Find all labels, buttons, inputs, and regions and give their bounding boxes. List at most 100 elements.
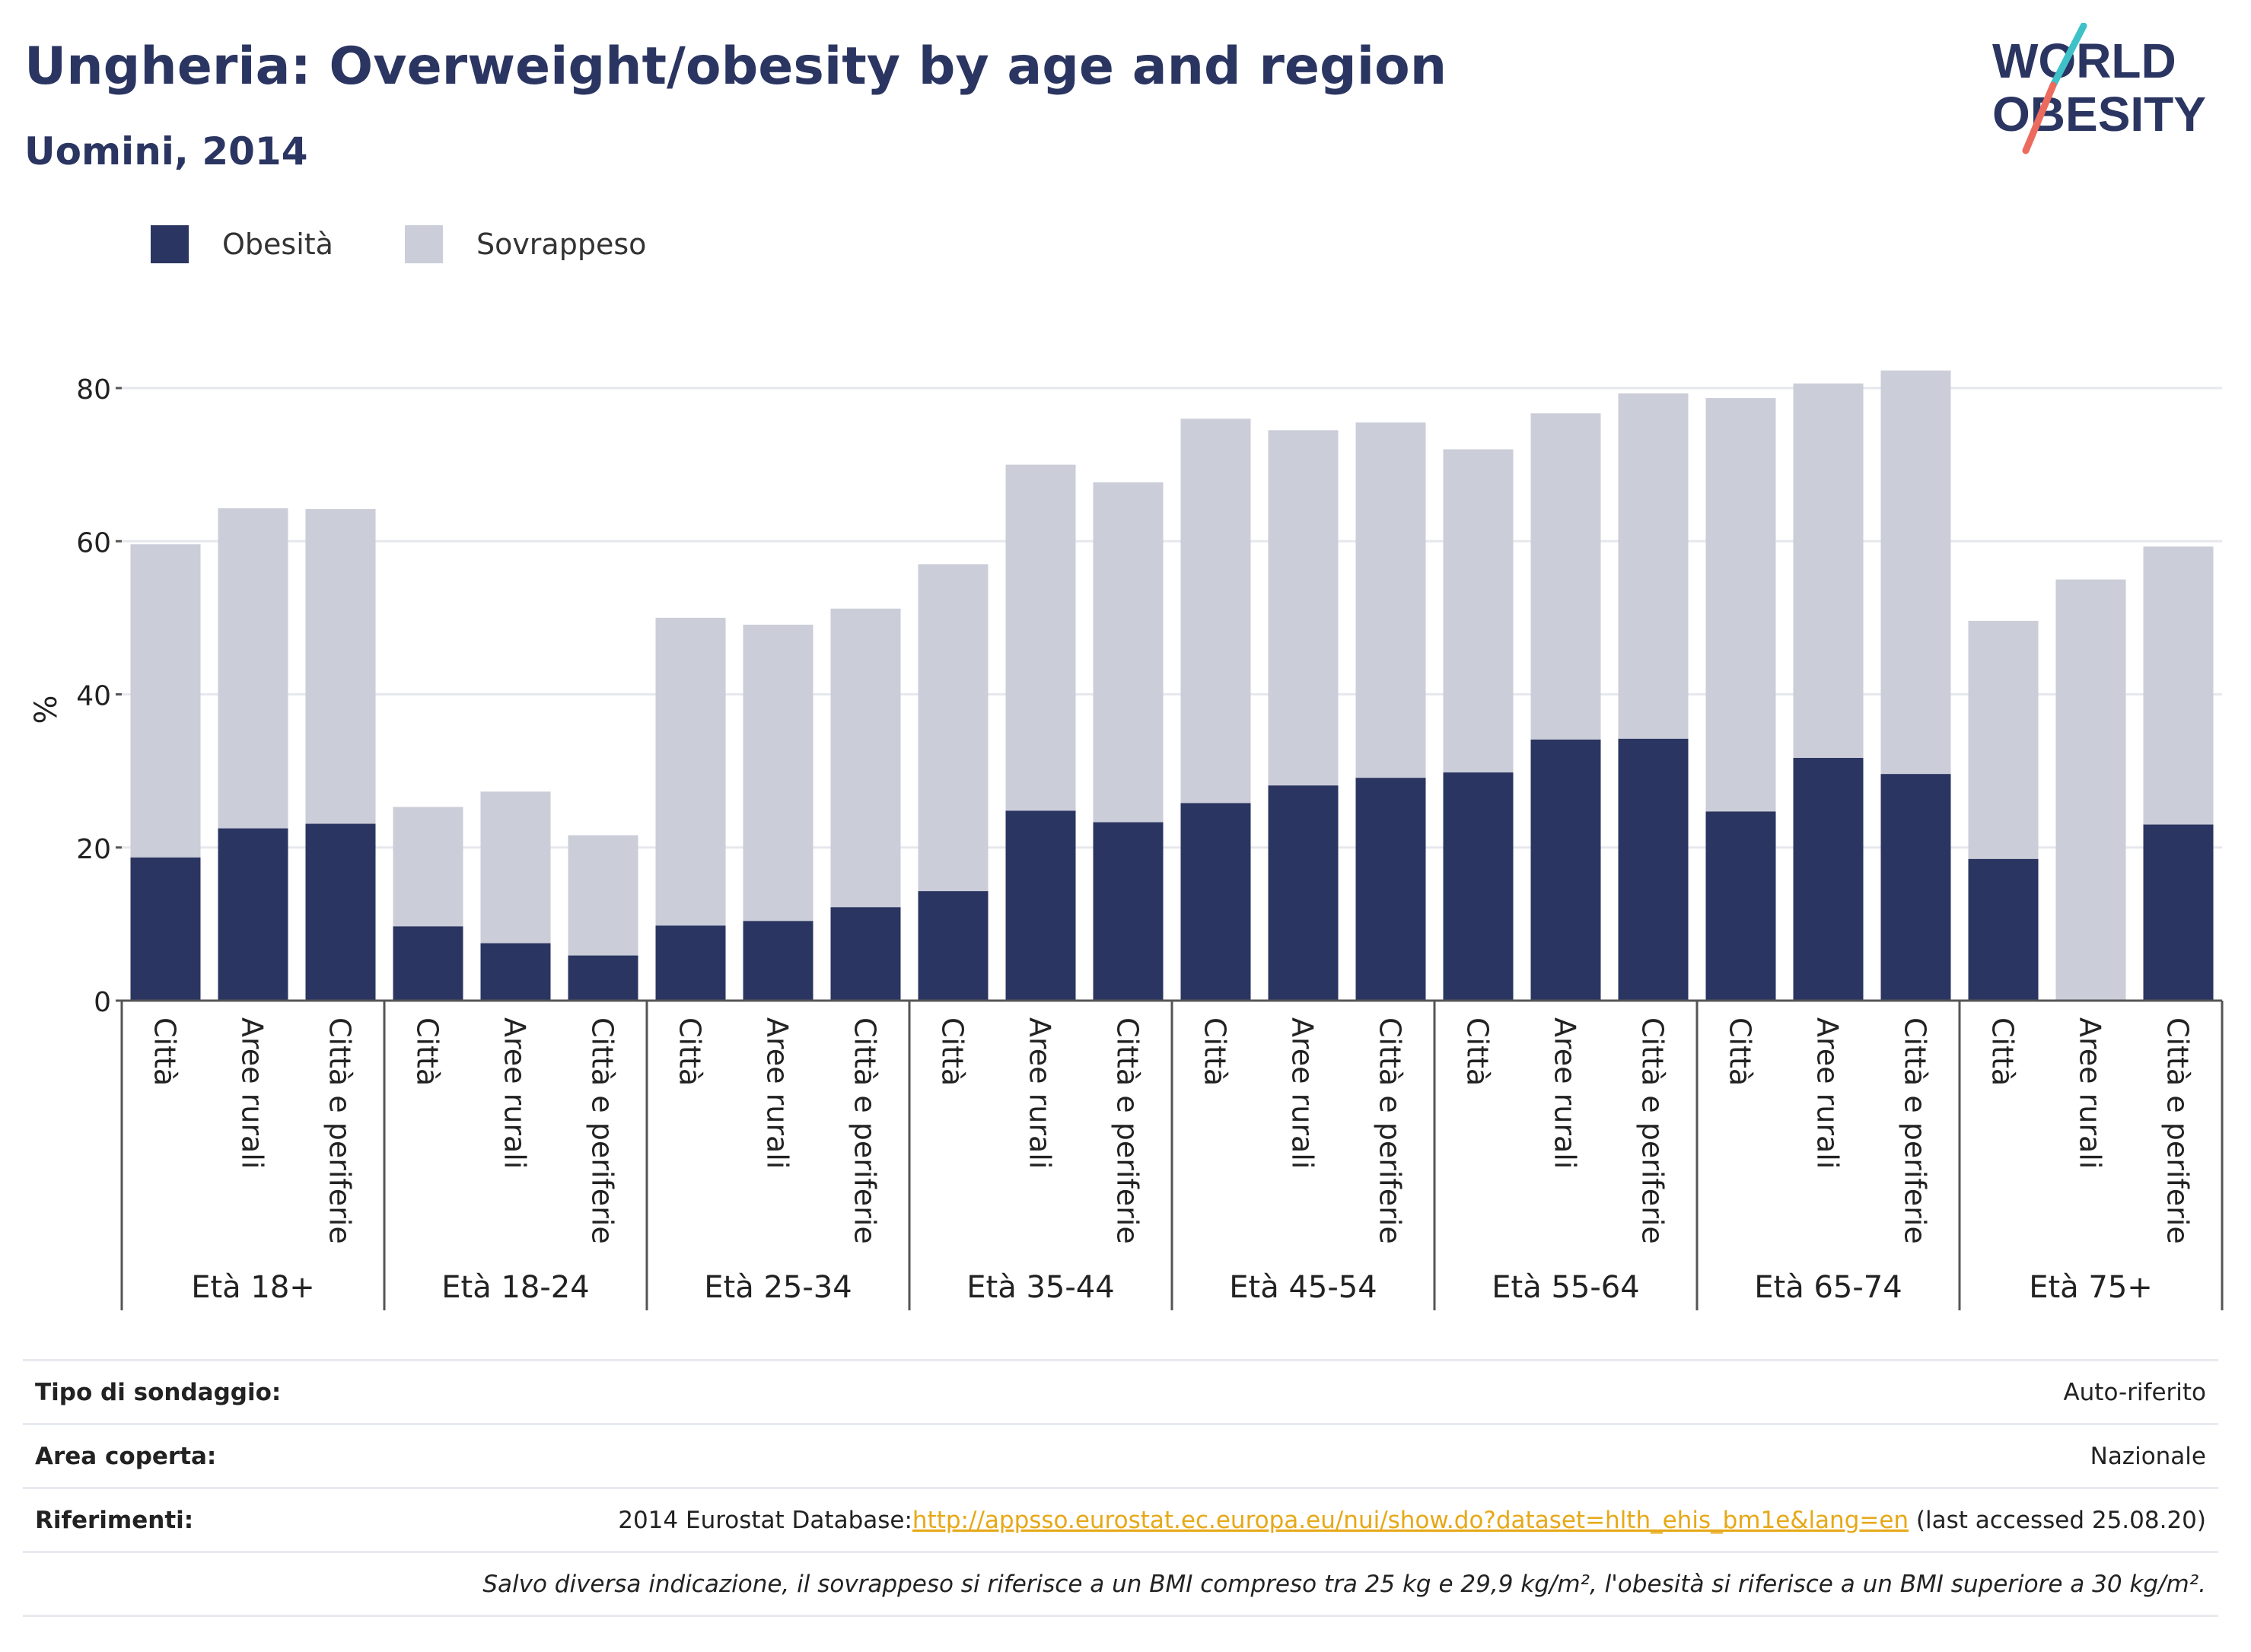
bar-obesity	[1355, 778, 1426, 1001]
reference-prefix: 2014 Eurostat Database:	[618, 1506, 912, 1534]
x-category-label: Aree rurali	[1811, 1017, 1845, 1169]
y-tick-label: 40	[76, 681, 111, 712]
logo-line1: WORLD	[1992, 33, 2176, 88]
bar-overweight	[1530, 413, 1601, 740]
x-category-label: Città	[1724, 1017, 1757, 1086]
bar-obesity	[1880, 774, 1951, 1001]
bar-overweight	[305, 508, 376, 824]
legend-swatch-obesity	[151, 225, 189, 263]
x-category-label: Città	[411, 1017, 444, 1086]
x-category-label: Città e periferie	[323, 1017, 357, 1244]
x-group-label: Età 55-64	[1492, 1270, 1639, 1305]
info-row-area: Area coperta: Nazionale	[23, 1423, 2218, 1487]
info-row-survey-type: Tipo di sondaggio: Auto-riferito	[23, 1359, 2218, 1423]
reference-link[interactable]: http://appsso.eurostat.ec.europa.eu/nui/…	[912, 1506, 1909, 1534]
bar-overweight	[2055, 579, 2126, 1001]
logo-line2: OBESITY	[1992, 87, 2206, 142]
bar-obesity	[305, 823, 376, 1001]
legend-label-obesity: Obesità	[222, 228, 333, 261]
x-category-label: Città	[1199, 1017, 1232, 1086]
x-category-label: Città e periferie	[1374, 1017, 1407, 1244]
x-category-label: Città	[1986, 1017, 2020, 1086]
x-group-label: Età 35-44	[966, 1270, 1114, 1305]
bar-obesity	[1968, 858, 2039, 1001]
y-axis-label: %	[29, 695, 64, 724]
world-obesity-logo: WORLD OBESITY	[1992, 23, 2206, 154]
x-group-label: Età 65-74	[1754, 1270, 1902, 1305]
bar-overweight	[1880, 370, 1951, 775]
x-category-label: Città e periferie	[1636, 1017, 1670, 1244]
x-category-label: Città e periferie	[849, 1017, 882, 1244]
bar-overweight	[568, 835, 638, 956]
x-category-label: Città e periferie	[2161, 1017, 2195, 1244]
bar-chart: 0 20 40 60 80% Città Aree rurali Città e perife…	[29, 370, 2224, 1310]
bar-overweight	[1005, 464, 1076, 811]
x-category-label: Aree rurali	[1024, 1017, 1057, 1169]
legend-item-overweight: Sovrappeso	[404, 225, 647, 263]
logo-slash-teal	[2049, 23, 2087, 89]
chart-legend: Obesità Sovrappeso	[151, 225, 718, 263]
info-value-references: 2014 Eurostat Database:http://appsso.eur…	[618, 1507, 2218, 1534]
y-tick-label: 0	[94, 987, 111, 1018]
y-tick-label: 80	[76, 374, 111, 406]
chart-subtitle: Uomini, 2014	[24, 129, 308, 173]
bar-overweight	[393, 807, 463, 927]
x-group-label: Età 18+	[191, 1270, 315, 1305]
info-label-area: Area coperta:	[35, 1442, 217, 1470]
reference-suffix: (last accessed 25.08.20)	[1909, 1506, 2206, 1534]
bar-obesity	[1180, 803, 1251, 1001]
bar-overweight	[830, 608, 901, 908]
legend-label-overweight: Sovrappeso	[476, 228, 647, 261]
bar-obesity	[393, 926, 463, 1001]
bar-overweight	[918, 564, 989, 892]
info-label-references: Riferimenti:	[35, 1506, 194, 1534]
bar-obesity	[1530, 739, 1601, 1001]
info-label-survey-type: Tipo di sondaggio:	[35, 1378, 282, 1406]
bar-obesity	[218, 828, 288, 1001]
x-category-label: Aree rurali	[1286, 1017, 1320, 1169]
x-group-label: Età 18-24	[441, 1270, 589, 1305]
x-category-label: Aree rurali	[761, 1017, 794, 1169]
bar-overweight	[1705, 398, 1776, 812]
legend-swatch-overweight	[404, 225, 443, 263]
bar-overweight	[1793, 383, 1864, 759]
x-category-label: Aree rurali	[498, 1017, 532, 1169]
info-table: Tipo di sondaggio: Auto-riferito Area co…	[23, 1359, 2218, 1617]
bar-obesity	[1443, 772, 1514, 1001]
y-tick-label: 60	[76, 527, 111, 559]
bar-overweight	[218, 508, 288, 829]
logo-slash-coral	[2022, 81, 2057, 154]
bar-obesity	[918, 891, 989, 1001]
bar-obesity	[743, 921, 813, 1001]
info-value-survey-type: Auto-riferito	[2063, 1378, 2206, 1406]
bar-overweight	[1355, 422, 1426, 778]
x-category-label: Aree rurali	[236, 1017, 269, 1169]
bar-overweight	[2143, 546, 2214, 825]
bar-obesity	[1093, 822, 1164, 1001]
bar-overweight	[480, 791, 551, 944]
x-category-label: Città	[673, 1017, 707, 1086]
bar-overweight	[1180, 419, 1251, 804]
x-group-label: Età 25-34	[704, 1270, 852, 1305]
info-row-references: Riferimenti: 2014 Eurostat Database:http…	[23, 1487, 2218, 1551]
x-group-label: Età 45-54	[1229, 1270, 1377, 1305]
bar-overweight	[655, 617, 726, 926]
bar-obesity	[480, 943, 551, 1001]
x-category-label: Città e periferie	[586, 1017, 619, 1244]
bar-obesity	[1793, 758, 1864, 1001]
bar-overweight	[1093, 482, 1164, 823]
x-category-label: Aree rurali	[2074, 1017, 2107, 1169]
info-value-area: Nazionale	[2090, 1442, 2206, 1470]
x-category-label: Città	[936, 1017, 969, 1086]
bar-obesity	[1268, 785, 1339, 1001]
info-row-note: Salvo diversa indicazione, il sovrappeso…	[23, 1551, 2218, 1617]
bar-obesity	[1705, 811, 1776, 1001]
bar-overweight	[1443, 449, 1514, 773]
bar-obesity	[1618, 738, 1689, 1001]
x-category-label: Città e periferie	[1899, 1017, 1932, 1244]
bar-overweight	[1618, 393, 1689, 739]
legend-item-obesity: Obesità	[151, 225, 333, 263]
info-note: Salvo diversa indicazione, il sovrappeso…	[482, 1570, 2206, 1598]
bar-obesity	[655, 925, 726, 1001]
bar-obesity	[2143, 824, 2214, 1001]
